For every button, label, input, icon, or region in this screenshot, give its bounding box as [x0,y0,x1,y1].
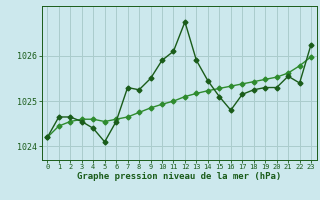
X-axis label: Graphe pression niveau de la mer (hPa): Graphe pression niveau de la mer (hPa) [77,172,281,181]
